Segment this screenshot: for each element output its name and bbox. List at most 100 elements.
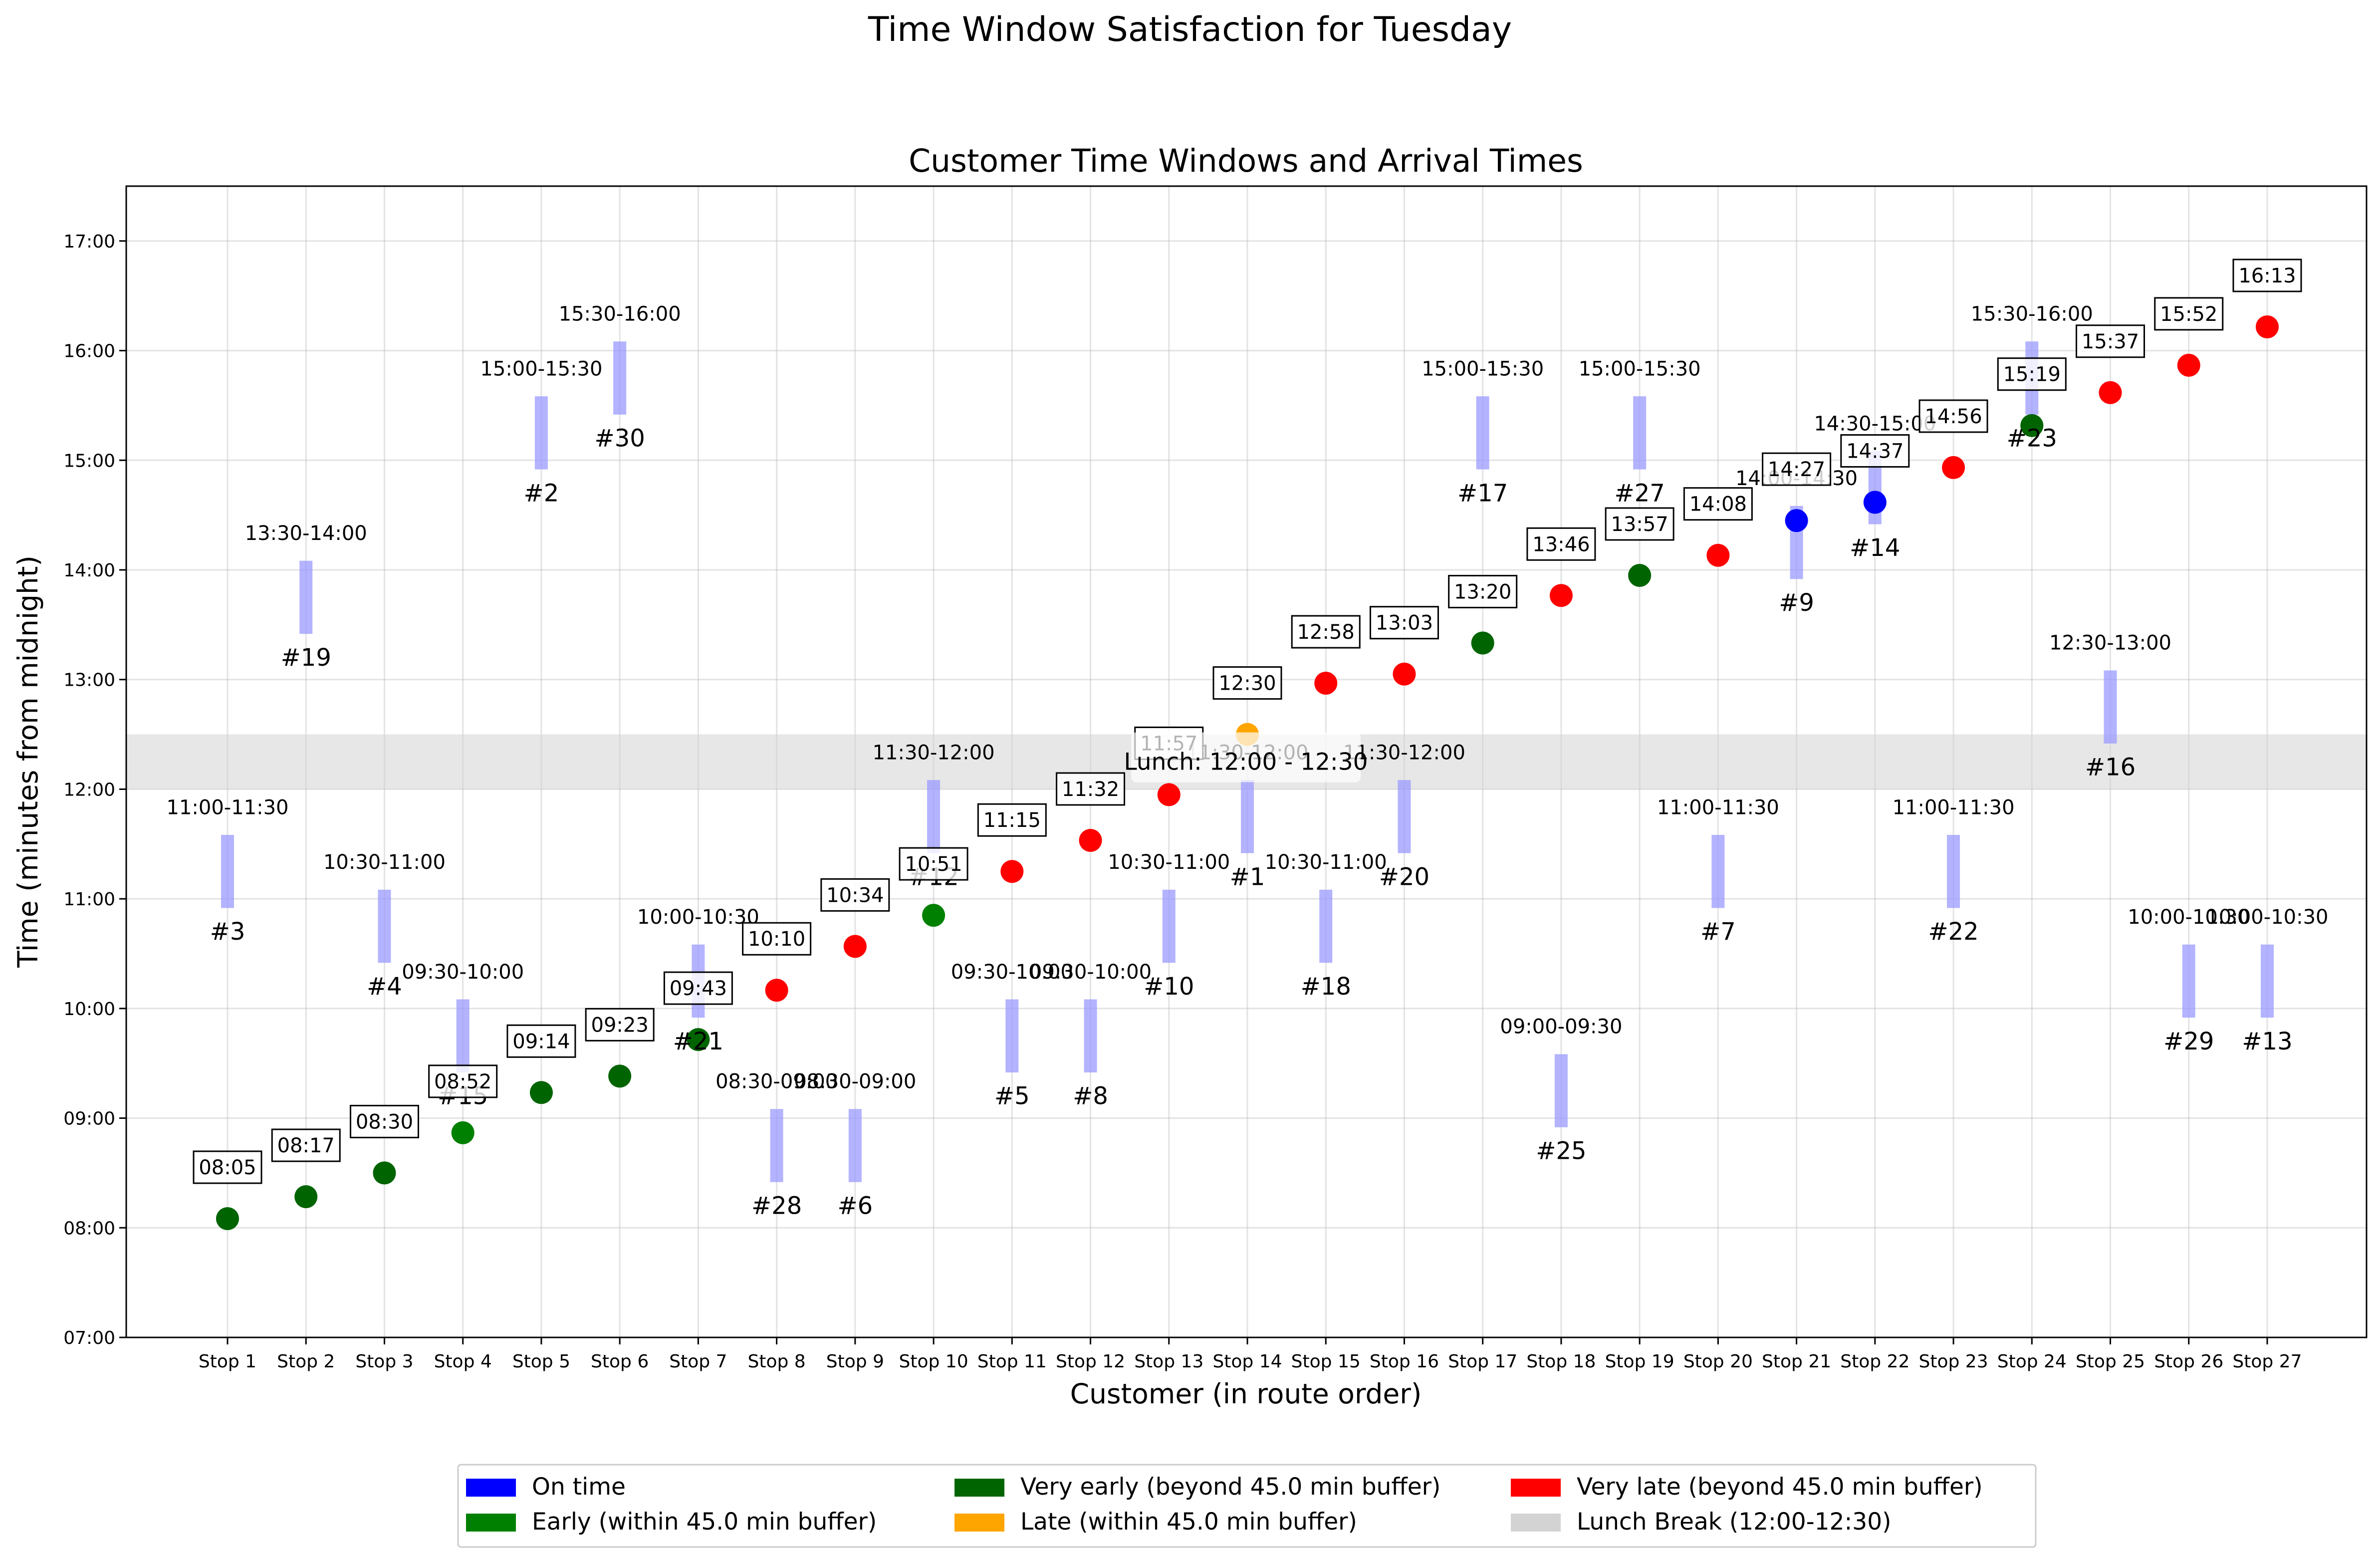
- arrival-point: [1471, 631, 1494, 655]
- x-tick-label: Stop 11: [977, 1351, 1047, 1372]
- customer-label: #23: [2007, 424, 2057, 452]
- x-tick-label: Stop 12: [1056, 1351, 1125, 1372]
- time-window-label: 09:30-10:00: [951, 961, 1073, 984]
- customer-label: #13: [2242, 1028, 2292, 1055]
- x-tick-label: Stop 19: [1605, 1351, 1674, 1372]
- arrival-label-box: [1918, 399, 1988, 433]
- customer-label: #25: [1536, 1137, 1586, 1165]
- x-tick-label: Stop 1: [199, 1351, 256, 1372]
- x-tick-label: Stop 2: [277, 1351, 335, 1372]
- y-tick-label: 11:00: [63, 889, 115, 910]
- arrival-time-label: 13:46: [1532, 533, 1590, 556]
- arrival-point: [294, 1185, 318, 1209]
- x-tick-label: Stop 4: [434, 1351, 492, 1372]
- arrival-time-label: 15:52: [2160, 303, 2217, 326]
- x-tick-label: Stop 10: [899, 1351, 968, 1372]
- time-window-bar: [1476, 396, 1489, 470]
- arrival-label-box: [1369, 606, 1439, 640]
- arrival-point: [1785, 509, 1808, 532]
- time-window-label: 13:30-14:00: [245, 522, 367, 545]
- arrival-time-label: 14:37: [1846, 440, 1904, 463]
- time-window-label: 15:30-16:00: [559, 303, 681, 326]
- arrival-time-label: 13:57: [1611, 513, 1668, 536]
- x-tick-label: Stop 13: [1134, 1351, 1203, 1372]
- time-window-bar: [2260, 944, 2274, 1018]
- lunch-label: Lunch: 12:00 - 12:30: [1124, 749, 1368, 776]
- legend-entry: Lunch Break (12:00-12:30): [1577, 1508, 1891, 1536]
- customer-label: #29: [2163, 1028, 2214, 1055]
- y-tick-label: 07:00: [63, 1328, 115, 1348]
- arrival-time-label: 12:58: [1297, 621, 1355, 644]
- time-window-label: 10:30-11:00: [1108, 851, 1230, 874]
- arrival-label-box: [1056, 772, 1126, 806]
- customer-label: #17: [1457, 479, 1508, 507]
- time-window-bar: [378, 889, 391, 963]
- time-window-bar: [1947, 834, 1960, 908]
- time-window-label: 10:30-11:00: [323, 851, 446, 874]
- arrival-time-label: 15:37: [2082, 330, 2139, 353]
- y-tick-label: 17:00: [63, 232, 115, 252]
- x-axis-label: Customer (in route order): [1070, 1378, 1422, 1410]
- arrival-label-box: [2076, 324, 2145, 358]
- customer-label: #7: [1700, 918, 1736, 946]
- arrival-time-label: 13:20: [1454, 580, 1511, 603]
- arrival-point: [1549, 584, 1573, 607]
- arrival-label-box: [1840, 434, 1910, 468]
- customer-label: #20: [1379, 863, 1429, 891]
- plot-frame: [125, 185, 2368, 1338]
- customer-label: #3: [210, 918, 245, 946]
- time-window-label: 11:00-11:30: [1893, 796, 2015, 819]
- customer-label: #22: [1928, 918, 1978, 946]
- time-window-label: 14:30-15:00: [1814, 412, 1936, 435]
- customer-label: #21: [673, 1028, 723, 1055]
- arrival-time-label: 13:03: [1376, 612, 1433, 635]
- arrival-point: [687, 1028, 710, 1051]
- arrival-time-label: 08:52: [434, 1070, 491, 1093]
- customer-label: #28: [751, 1192, 802, 1220]
- time-window-label: 11:30-12:00: [873, 741, 995, 764]
- arrival-point: [451, 1121, 475, 1144]
- time-window-bar: [927, 780, 941, 853]
- x-tick-label: Stop 8: [748, 1351, 806, 1372]
- arrival-point: [529, 1081, 553, 1104]
- arrival-label-box: [2154, 297, 2224, 331]
- time-window-label: 11:00-11:30: [167, 796, 289, 819]
- arrival-label-box: [428, 1064, 498, 1098]
- x-tick-label: Stop 21: [1762, 1351, 1831, 1372]
- x-tick-label: Stop 25: [2076, 1351, 2145, 1372]
- plot-area: 11:00-11:30 #3 13:30-14:00 #19 10:30-11:00 #4…: [63, 185, 2368, 1372]
- y-axis-ticks: 07:00 08:00 09:00 10:00 11:00 12:00 13:00 14:00…: [63, 232, 126, 1348]
- time-window-label: 09:00-09:30: [1500, 1016, 1622, 1039]
- x-tick-label: Stop 17: [1448, 1351, 1517, 1372]
- legend-entry: Very early (beyond 45.0 min buffer): [1020, 1473, 1440, 1501]
- time-window-bar: [534, 396, 548, 470]
- arrival-time-label: 10:10: [748, 928, 805, 951]
- time-window-bar: [1633, 396, 1647, 470]
- time-window-bar: [1005, 999, 1019, 1073]
- customer-label: #30: [595, 424, 645, 452]
- arrival-label-box: [899, 847, 968, 881]
- time-window-bar: [1240, 780, 1254, 853]
- y-tick-label: 12:00: [63, 780, 115, 800]
- arrival-point: [2255, 315, 2279, 338]
- customer-label: #5: [994, 1082, 1030, 1110]
- arrival-point: [1942, 456, 1965, 479]
- x-tick-label: Stop 18: [1526, 1351, 1596, 1372]
- time-window-bar: [2182, 944, 2195, 1018]
- arrival-time-label: 08:05: [199, 1156, 256, 1179]
- customer-label: #6: [837, 1192, 873, 1220]
- customer-label: #10: [1144, 973, 1194, 1001]
- arrival-time-label: 09:14: [512, 1030, 570, 1053]
- chart-title: Customer Time Windows and Arrival Times: [909, 143, 1583, 179]
- time-window-label: 15:30-16:00: [1971, 303, 2093, 326]
- legend-swatch: [954, 1479, 1004, 1497]
- legend-entry: On time: [532, 1473, 626, 1501]
- y-axis-label: Time (minutes from midnight): [12, 555, 44, 968]
- arrival-label-box: [349, 1104, 419, 1138]
- legend-entry: Early (within 45.0 min buffer): [532, 1508, 877, 1536]
- arrival-time-label: 11:32: [1062, 778, 1119, 801]
- arrival-time-label: 16:13: [2238, 264, 2296, 287]
- arrival-time-label: 09:43: [670, 977, 727, 1000]
- legend-entry: Very late (beyond 45.0 min buffer): [1577, 1473, 1983, 1501]
- annotation-labels: 11:00-11:30 #3 13:30-14:00 #19 10:30-11:00 #4…: [167, 259, 2328, 1220]
